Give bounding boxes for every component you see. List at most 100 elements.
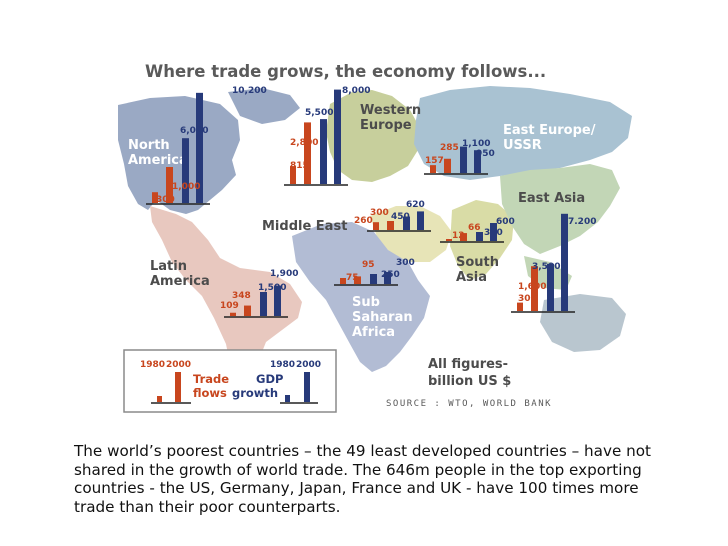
value-label-east-asia-gdp-2000: 7.200 <box>568 217 596 227</box>
value-label-south-asia-trade-1980: 12 <box>452 231 465 241</box>
value-label-latin-america-trade-2000: 348 <box>232 291 251 301</box>
bar-latin-america-trade-1980 <box>230 312 236 316</box>
value-label-western-europe-trade-2000: 2,800 <box>290 138 318 148</box>
legend-trade-bar-1980 <box>157 396 162 402</box>
region-label-south-asia-line2: Asia <box>456 270 487 285</box>
region-label-sub-saharan-africa-line2: Saharan <box>352 310 413 325</box>
bar-western-europe-gdp-1980 <box>320 119 327 184</box>
bar-middle-east-trade-2000 <box>387 221 394 230</box>
map-middle-east <box>370 206 452 262</box>
region-label-north-america-line1: North <box>128 138 170 153</box>
legend: 1980 2000 Trade flows 1980 2000 GDP grow… <box>123 349 337 413</box>
region-label-western-europe-line1: Western <box>360 103 421 118</box>
bar-south-asia-gdp-1980 <box>476 232 483 241</box>
value-label-north-america-trade-1980: 300 <box>156 195 175 205</box>
value-label-latin-america-gdp-1980: 1,500 <box>258 283 286 293</box>
value-label-middle-east-gdp-1980: 450 <box>391 212 410 222</box>
value-label-north-america-gdp-1980: 6,000 <box>180 126 208 136</box>
value-label-latin-america-trade-1980: 109 <box>220 301 239 311</box>
bar-north-america-gdp-1980 <box>182 138 189 203</box>
legend-trade-label-line2: flows <box>193 386 227 400</box>
bar-group-north-america: 300 1,000 6,000 10,200 <box>146 86 267 205</box>
region-label-south-asia-line1: South <box>456 255 499 270</box>
value-label-western-europe-gdp-2000: 8,000 <box>342 86 370 96</box>
legend-gdp-label-line2: growth <box>232 386 278 400</box>
legend-gdp-year-2000: 2000 <box>296 360 321 370</box>
bar-western-europe-trade-1980 <box>290 166 296 184</box>
trade-economy-map-figure: Where trade grows, the economy follows..… <box>118 62 632 413</box>
map-latin-america <box>150 206 302 380</box>
value-label-middle-east-trade-2000: 300 <box>370 208 389 218</box>
value-label-middle-east-trade-1980: 260 <box>354 216 373 226</box>
value-label-middle-east-gdp-2000: 620 <box>406 200 425 210</box>
region-label-latin-america-line2: America <box>150 274 210 289</box>
value-label-east-europe-ussr-trade-1980: 157 <box>425 156 444 166</box>
bar-middle-east-trade-1980 <box>373 222 379 230</box>
value-label-east-europe-ussr-gdp-2000: 950 <box>476 149 495 159</box>
bar-north-america-trade-2000 <box>166 167 173 203</box>
region-label-east-europe-ussr-line1: East Europe/ <box>503 123 596 138</box>
bar-group-western-europe: 815 2,800 5,500 8,000 <box>284 86 370 186</box>
bar-south-asia-trade-2000 <box>460 233 467 241</box>
map-western-europe <box>326 90 420 182</box>
value-label-latin-america-gdp-2000: 1,900 <box>270 269 298 279</box>
bar-east-asia-trade-2000 <box>531 266 538 311</box>
bar-east-asia-trade-1980 <box>517 302 523 311</box>
bar-north-america-trade-1980 <box>152 192 158 203</box>
region-label-middle-east-line1: Middle East <box>262 219 347 234</box>
bar-east-asia-gdp-1980 <box>547 263 554 311</box>
source-note: SOURCE : WTO, WORLD BANK <box>386 399 552 409</box>
legend-gdp-label-line1: GDP <box>256 372 283 386</box>
bar-sub-saharan-africa-trade-2000 <box>354 276 361 284</box>
value-label-south-asia-trade-2000: 66 <box>468 223 481 233</box>
region-label-east-europe-ussr-line2: USSR <box>503 138 542 153</box>
value-label-east-europe-ussr-trade-2000: 285 <box>440 143 459 153</box>
legend-gdp-bar-2000 <box>304 372 310 402</box>
map-greenland <box>228 88 300 124</box>
region-label-western-europe-line2: Europe <box>360 118 412 133</box>
map-ussr <box>414 86 632 180</box>
bar-groups: 300 1,000 6,000 10,200 815 2,800 5,500 8,000 157… <box>146 86 596 318</box>
value-label-sub-saharan-africa-trade-2000: 95 <box>362 260 375 270</box>
bar-western-europe-trade-2000 <box>304 122 311 184</box>
units-note-line2: billion US $ <box>428 374 511 389</box>
legend-gdp-bar-1980 <box>285 395 290 402</box>
value-label-sub-saharan-africa-gdp-2000: 300 <box>396 258 415 268</box>
bar-east-europe-ussr-trade-2000 <box>444 158 451 173</box>
value-label-east-asia-gdp-1980: 3,500 <box>532 262 560 272</box>
region-label-sub-saharan-africa-line3: Africa <box>352 325 395 340</box>
region-label-latin-america-line1: Latin <box>150 259 187 274</box>
bar-latin-america-gdp-2000 <box>274 285 281 316</box>
value-label-east-asia-trade-2000: 1,600 <box>518 282 546 292</box>
bar-south-asia-trade-1980 <box>446 239 452 241</box>
bar-group-east-asia: 300 1,600 3,500 7.200 <box>511 213 596 313</box>
legend-gdp-year-1980: 1980 <box>270 360 295 370</box>
value-label-western-europe-trade-1980: 815 <box>290 161 309 171</box>
value-label-western-europe-gdp-1980: 5,500 <box>305 108 333 118</box>
bar-western-europe-gdp-2000 <box>334 89 341 184</box>
caption: The world’s poorest countries – the 49 l… <box>74 442 674 516</box>
bar-east-europe-ussr-trade-1980 <box>430 165 436 173</box>
region-label-east-asia-line1: East Asia <box>518 191 585 206</box>
bar-sub-saharan-africa-gdp-2000 <box>384 272 391 284</box>
map-africa <box>292 222 430 372</box>
bar-sub-saharan-africa-trade-1980 <box>340 278 346 284</box>
map-north-america <box>118 96 240 214</box>
bar-sub-saharan-africa-gdp-1980 <box>370 274 377 284</box>
region-label-sub-saharan-africa-line1: Sub <box>352 295 380 310</box>
value-label-east-asia-trade-1980: 300 <box>518 294 537 304</box>
value-label-north-america-trade-2000: 1,000 <box>172 182 200 192</box>
bar-north-america-gdp-2000 <box>196 92 203 203</box>
value-label-south-asia-gdp-2000: 600 <box>496 217 515 227</box>
legend-trade-year-1980: 1980 <box>140 360 165 370</box>
bar-east-asia-gdp-2000 <box>561 213 568 311</box>
map-east-asia <box>500 164 620 254</box>
units-note-line1: All figures- <box>428 357 508 372</box>
bar-east-europe-ussr-gdp-2000 <box>474 150 481 173</box>
bar-east-europe-ussr-gdp-1980 <box>460 146 467 173</box>
